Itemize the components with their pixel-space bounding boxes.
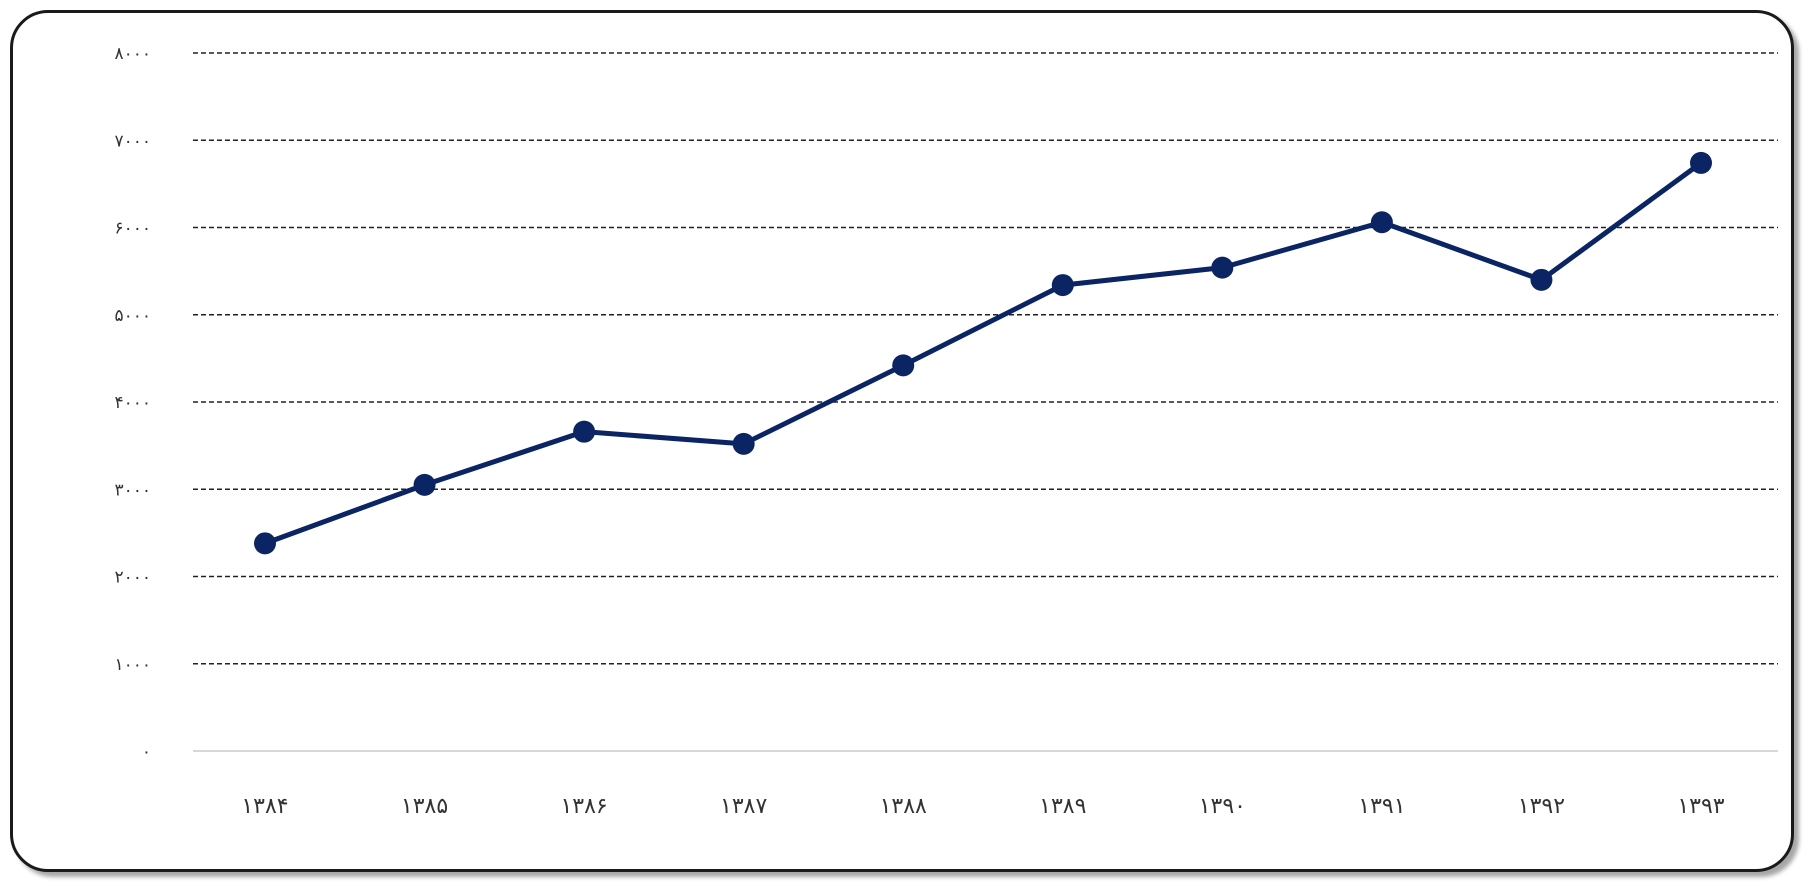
- data-point: [1370, 211, 1393, 234]
- y-tick-label: ۷۰۰۰: [114, 131, 151, 151]
- y-tick-label: ۴۰۰۰: [114, 393, 151, 413]
- y-tick-label: ۲۰۰۰: [114, 568, 151, 588]
- data-point: [254, 532, 276, 555]
- data-point: [1211, 256, 1234, 279]
- data-point: [573, 420, 596, 443]
- y-tick-label: ۰: [142, 742, 151, 762]
- y-tick-label: ۳۰۰۰: [114, 480, 151, 500]
- x-tick-label: ۱۳۸۷: [720, 794, 767, 819]
- chart-frame: ۰ ۱۰۰۰ ۲۰۰۰ ۳۰۰۰ ۴۰۰۰ ۵۰۰۰ ۶۰۰۰ ۷۰۰۰ ۸۰۰۰ ۱۳۸۴ ۱۳…: [10, 10, 1794, 872]
- y-tick-label: ۸۰۰۰: [114, 44, 151, 64]
- series-layer: [254, 151, 1712, 555]
- data-point: [1690, 151, 1712, 174]
- y-tick-label: ۱۰۰۰: [114, 655, 151, 675]
- x-tick-label: ۱۳۹۲: [1518, 794, 1565, 819]
- x-tick-label: ۱۳۸۹: [1039, 794, 1086, 819]
- data-point: [892, 354, 915, 377]
- y-tick-label: ۶۰۰۰: [114, 219, 151, 239]
- data-point: [1530, 268, 1553, 291]
- x-tick-label: ۱۳۸۸: [880, 794, 927, 819]
- gridlines: [193, 52, 1778, 752]
- x-tick-label: ۱۳۹۳: [1677, 794, 1724, 819]
- x-tick-label: ۱۳۸۴: [241, 794, 288, 819]
- y-tick-label: ۵۰۰۰: [114, 306, 151, 326]
- series-line: [262, 160, 1704, 546]
- data-point: [732, 432, 755, 455]
- x-axis-ticks: ۱۳۸۴ ۱۳۸۵ ۱۳۸۶ ۱۳۸۷ ۱۳۸۸ ۱۳۸۹ ۱۳۹۰ ۱۳۹۱ ۱۳۹۲ ۱۳۹۳: [241, 794, 1724, 819]
- x-tick-label: ۱۳۸۵: [401, 794, 448, 819]
- y-axis-ticks: ۰ ۱۰۰۰ ۲۰۰۰ ۳۰۰۰ ۴۰۰۰ ۵۰۰۰ ۶۰۰۰ ۷۰۰۰ ۸۰۰۰: [114, 44, 151, 762]
- x-tick-label: ۱۳۹۰: [1199, 794, 1246, 819]
- x-tick-label: ۱۳۸۶: [560, 794, 607, 819]
- data-point: [1051, 274, 1074, 297]
- data-point: [413, 473, 436, 496]
- x-tick-label: ۱۳۹۱: [1358, 794, 1405, 819]
